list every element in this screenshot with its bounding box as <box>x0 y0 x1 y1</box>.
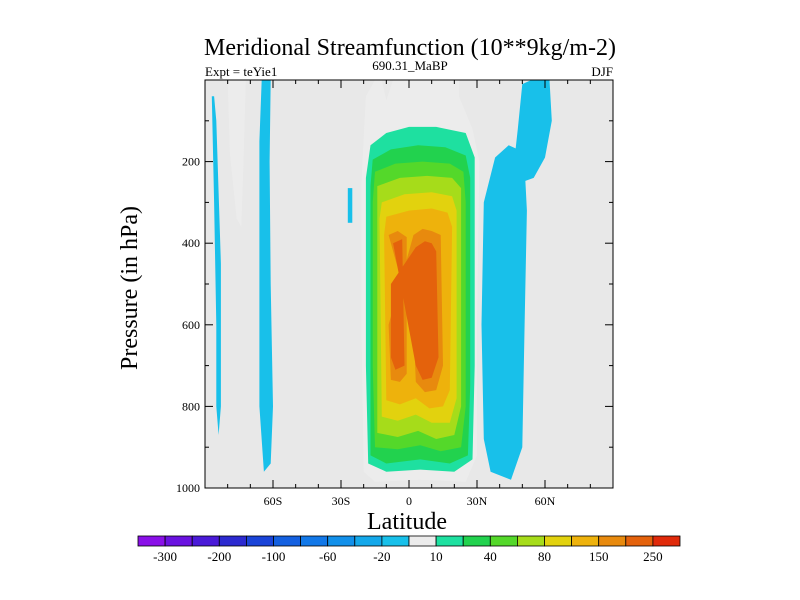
colorbar-box <box>435 535 464 547</box>
colorbar-label: -200 <box>207 549 231 564</box>
y-axis-label: Pressure (in hPa) <box>117 206 143 370</box>
y-tick-label: 1000 <box>176 481 200 495</box>
colorbar-label: 150 <box>589 549 609 564</box>
colorbar-label: -300 <box>153 549 177 564</box>
contour-region-cyan-strip-nh-upper <box>513 80 552 182</box>
y-tick-label: 800 <box>182 399 200 413</box>
colorbar-box <box>327 535 356 547</box>
contour-region-small-cyan-spot <box>347 188 353 223</box>
colorbar-box <box>381 535 410 547</box>
colorbar-label: 10 <box>430 549 443 564</box>
contour-region-cyan-region-nh <box>481 145 527 480</box>
colorbar-box <box>273 535 302 547</box>
experiment-label: Expt = teYie1 <box>205 64 277 79</box>
colorbar: -300 -200 -100 -60 -20 10 40 80 150 250 <box>137 535 681 564</box>
period-label: 690.31_MaBP <box>372 58 447 73</box>
colorbar-label: 40 <box>484 549 497 564</box>
x-tick-label: 0 <box>406 494 412 508</box>
colorbar-box <box>164 535 193 547</box>
colorbar-box <box>625 535 654 547</box>
contour-region-cyan-band-far-south <box>211 96 221 436</box>
colorbar-box <box>245 535 274 547</box>
chart-title: Meridional Streamfunction (10**9kg/m-2) <box>204 35 616 61</box>
colorbar-box <box>598 535 627 547</box>
contour-region-hadley-level-250 <box>390 239 439 380</box>
colorbar-box <box>544 535 573 547</box>
x-tick-label: 30S <box>332 494 351 508</box>
contour-region-cyan-band-60s <box>259 80 273 472</box>
colorbar-box <box>354 535 383 547</box>
colorbar-box <box>137 535 166 547</box>
season-label: DJF <box>591 64 613 79</box>
colorbar-label: -60 <box>319 549 336 564</box>
axis-ticks: 60S 30S 0 30N 60N 200 400 600 800 1000 <box>176 80 613 508</box>
colorbar-box <box>462 535 491 547</box>
y-tick-label: 200 <box>182 155 200 169</box>
colorbar-box <box>489 535 518 547</box>
x-tick-label: 30N <box>467 494 488 508</box>
x-tick-label: 60N <box>535 494 556 508</box>
colorbar-box <box>300 535 329 547</box>
colorbar-box <box>191 535 220 547</box>
contour-regions <box>211 80 552 482</box>
contour-region-green-band-south <box>227 80 246 227</box>
colorbar-label: -20 <box>373 549 390 564</box>
colorbar-box <box>517 535 545 547</box>
colorbar-box <box>218 535 247 547</box>
x-axis-label: Latitude <box>367 509 447 535</box>
colorbar-box <box>571 535 600 547</box>
y-tick-label: 600 <box>182 318 200 332</box>
colorbar-box <box>652 535 681 547</box>
y-tick-label: 400 <box>182 236 200 250</box>
x-tick-label: 60S <box>264 494 283 508</box>
colorbar-label: -100 <box>262 549 286 564</box>
colorbar-label: 80 <box>538 549 551 564</box>
colorbar-label: 250 <box>643 549 663 564</box>
colorbar-box <box>408 535 437 547</box>
